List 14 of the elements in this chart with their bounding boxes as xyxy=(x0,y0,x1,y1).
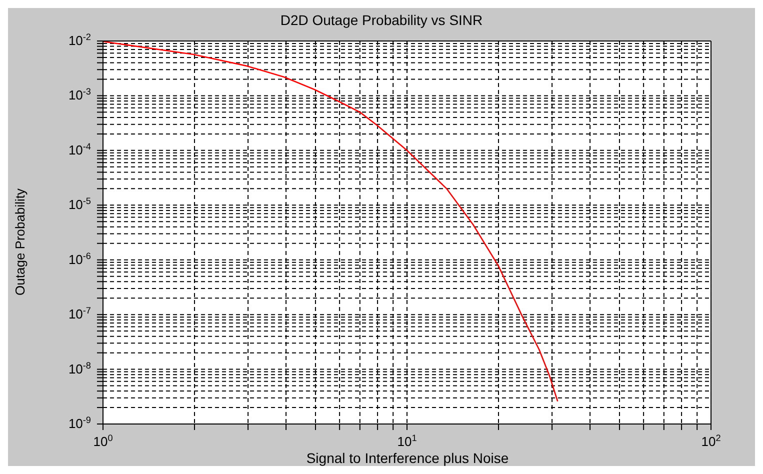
y-tick-label: 10$^{-5}$ xyxy=(68,196,91,212)
y-axis-title: Outage Probability xyxy=(12,188,28,296)
y-tick-label: 10$^{-8}$ xyxy=(68,360,91,376)
y-tick-label: 10$^{-4}$ xyxy=(68,141,91,158)
x-tick-label: 10$^{2}$ xyxy=(701,433,721,449)
y-tick-label: 10$^{-6}$ xyxy=(68,250,91,267)
y-tick-label: 10$^{-3}$ xyxy=(68,86,91,103)
y-tick-label: 10$^{-7}$ xyxy=(68,306,91,322)
chart-title: D2D Outage Probability vs SINR xyxy=(279,12,484,28)
x-tick-label: 10$^{1}$ xyxy=(397,433,417,449)
x-axis-title: Signal to Interference plus Noise xyxy=(305,450,510,466)
y-tick-label: 10$^{-2}$ xyxy=(68,32,91,48)
y-tick-label: 10$^{-9}$ xyxy=(68,415,91,431)
x-tick-label: 10$^{0}$ xyxy=(93,433,113,449)
